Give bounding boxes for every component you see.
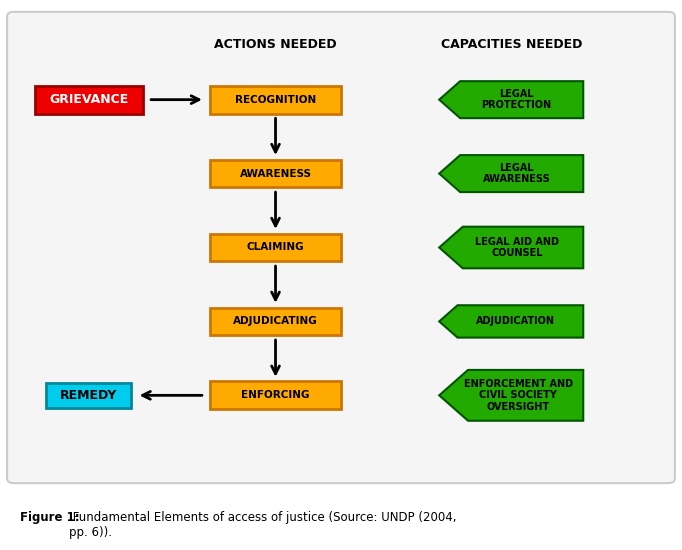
Text: REMEDY: REMEDY xyxy=(60,389,117,402)
Text: AWARENESS: AWARENESS xyxy=(239,169,312,179)
Text: RECOGNITION: RECOGNITION xyxy=(235,95,316,104)
Text: ENFORCEMENT AND
CIVIL SOCIETY
OVERSIGHT: ENFORCEMENT AND CIVIL SOCIETY OVERSIGHT xyxy=(464,379,573,412)
Polygon shape xyxy=(439,227,583,268)
Text: CLAIMING: CLAIMING xyxy=(247,243,304,252)
Text: CAPACITIES NEEDED: CAPACITIES NEEDED xyxy=(441,38,582,51)
Polygon shape xyxy=(439,370,583,421)
Polygon shape xyxy=(439,81,583,118)
Text: Figure 1:: Figure 1: xyxy=(20,511,80,524)
FancyBboxPatch shape xyxy=(35,86,143,113)
FancyBboxPatch shape xyxy=(210,86,341,113)
Text: ENFORCING: ENFORCING xyxy=(241,390,310,400)
FancyBboxPatch shape xyxy=(210,382,341,409)
FancyBboxPatch shape xyxy=(7,12,675,483)
FancyBboxPatch shape xyxy=(210,234,341,261)
Polygon shape xyxy=(439,155,583,192)
Text: LEGAL
PROTECTION: LEGAL PROTECTION xyxy=(481,89,552,111)
Polygon shape xyxy=(439,305,583,338)
Text: LEGAL
AWARENESS: LEGAL AWARENESS xyxy=(483,163,550,184)
FancyBboxPatch shape xyxy=(210,160,341,188)
Text: GRIEVANCE: GRIEVANCE xyxy=(49,93,129,106)
Text: ADJUDICATION: ADJUDICATION xyxy=(476,316,555,326)
FancyBboxPatch shape xyxy=(46,383,132,408)
Text: ADJUDICATING: ADJUDICATING xyxy=(233,316,318,326)
FancyBboxPatch shape xyxy=(210,307,341,336)
Text: Fundamental Elements of access of justice (Source: UNDP (2004,
pp. 6)).: Fundamental Elements of access of justic… xyxy=(70,511,457,539)
Text: LEGAL AID AND
COUNSEL: LEGAL AID AND COUNSEL xyxy=(475,236,559,258)
Text: ACTIONS NEEDED: ACTIONS NEEDED xyxy=(214,38,337,51)
